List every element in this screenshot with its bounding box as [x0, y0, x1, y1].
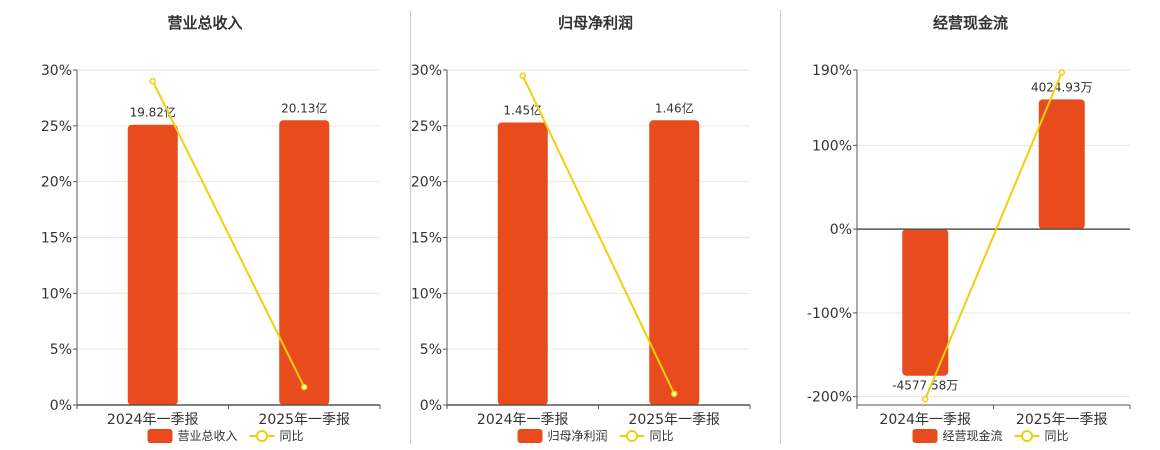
yoy-point	[671, 390, 678, 398]
panel-divider	[780, 10, 781, 444]
y-tick-label: 190%	[812, 63, 852, 79]
y-tick-label: -100%	[807, 306, 852, 322]
data-label: 4024.93万	[1031, 80, 1093, 94]
bar	[497, 122, 548, 405]
y-tick-label: 5%	[420, 342, 442, 358]
yoy-line	[521, 75, 676, 395]
y-tick-label: 25%	[41, 119, 72, 135]
yoy-line	[151, 80, 306, 388]
x-tick-label: 2025年一季报	[1016, 412, 1108, 428]
y-tick-label: 20%	[411, 175, 442, 191]
x-tick-label: 2025年一季报	[258, 412, 350, 428]
chart-panel-net-profit: 归母净利润 30% 25% 20% 15% 10% 5% 0% 1.45亿 1.46亿 2024年…	[411, 0, 780, 450]
panel-divider	[410, 10, 411, 444]
bar	[279, 120, 330, 405]
y-tick-label: 10%	[41, 286, 72, 302]
data-label: 19.82亿	[130, 105, 176, 120]
y-tick-label: 25%	[411, 119, 442, 135]
data-label: 1.45亿	[503, 102, 542, 117]
chart-panel-cash-flow: 经营现金流 190% 100% 0% -100% -200% -4577.58万 4024.…	[781, 0, 1160, 450]
yoy-point	[922, 395, 929, 403]
y-tick-label: 30%	[41, 63, 72, 79]
chart-title: 归母净利润	[557, 14, 633, 32]
y-tick-label: 30%	[411, 63, 442, 79]
legend-swatch-bar	[912, 429, 938, 443]
chart-svg-revenue: 30% 25% 20% 15% 10% 5% 0% 19.82亿 20.13亿 2024年一季报 2…	[41, 63, 381, 443]
yoy-line	[924, 72, 1063, 400]
legend-label-line: 同比	[650, 429, 674, 443]
yoy-point	[1058, 69, 1065, 76]
x-tick-label: 2025年一季报	[628, 412, 720, 428]
legend-label-line: 同比	[280, 429, 304, 443]
y-tick-label: -200%	[807, 390, 852, 406]
y-tick-label: 20%	[41, 175, 72, 191]
y-tick-label: 5%	[50, 342, 72, 358]
legend-label-bar: 归母净利润	[548, 429, 608, 443]
data-label: -4577.58万	[892, 379, 958, 393]
legend-label-bar: 营业总收入	[178, 429, 238, 443]
data-label: 20.13亿	[281, 100, 327, 115]
y-tick-label: 10%	[411, 286, 442, 302]
chart-panel-revenue: 营业总收入 30% 25% 20% 15% 10% 5% 0% 19.82亿 20.13亿 202…	[0, 0, 410, 450]
legend-swatch-marker	[626, 430, 638, 442]
yoy-point	[519, 72, 526, 79]
chart-svg-cash-flow: 190% 100% 0% -100% -200% -4577.58万 4024.93万 202…	[807, 63, 1131, 443]
y-tick-label: 0%	[50, 398, 72, 414]
legend-swatch-bar	[517, 429, 543, 443]
yoy-point	[149, 77, 156, 85]
y-tick-label: 100%	[812, 138, 852, 154]
chart-title: 营业总收入	[167, 14, 243, 32]
legend-swatch-marker	[256, 430, 268, 442]
data-label: 1.46亿	[655, 100, 694, 115]
y-tick-label: 0%	[420, 398, 442, 414]
y-tick-label: 15%	[411, 231, 442, 247]
bar	[127, 124, 178, 405]
x-tick-label: 2024年一季报	[107, 412, 199, 428]
x-tick-label: 2024年一季报	[477, 412, 569, 428]
bar	[1038, 99, 1085, 230]
chart-title: 经营现金流	[932, 14, 1008, 32]
legend-swatch-bar	[147, 429, 173, 443]
x-tick-label: 2024年一季报	[879, 412, 971, 428]
chart-svg-net-profit: 30% 25% 20% 15% 10% 5% 0% 1.45亿 1.46亿 2024年一季报 202…	[411, 63, 751, 443]
y-tick-label: 0%	[830, 222, 852, 238]
yoy-point	[301, 383, 308, 391]
legend-label-bar: 经营现金流	[943, 428, 1003, 443]
bar	[649, 120, 700, 405]
bar	[902, 229, 949, 376]
y-tick-label: 15%	[41, 231, 72, 247]
legend-swatch-marker	[1021, 430, 1033, 442]
legend-label-line: 同比	[1045, 429, 1069, 443]
